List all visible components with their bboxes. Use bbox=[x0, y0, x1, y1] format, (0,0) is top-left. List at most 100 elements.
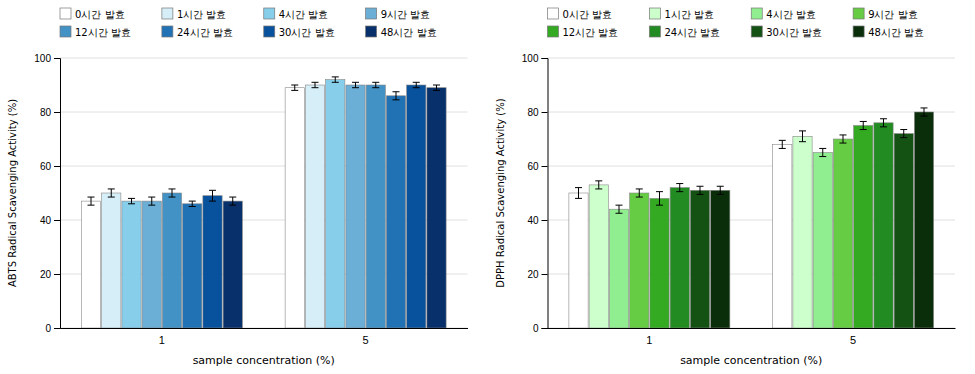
error-line bbox=[822, 148, 823, 156]
x-axis-title: sample concentration (%) bbox=[193, 354, 335, 367]
error-line bbox=[91, 197, 92, 205]
tick: 40 bbox=[40, 215, 60, 226]
error-bar bbox=[616, 205, 623, 213]
error-cap bbox=[636, 197, 643, 198]
error-line bbox=[699, 186, 700, 194]
error-bar bbox=[696, 186, 703, 194]
legend-label: 0시간 발효 bbox=[75, 9, 125, 20]
legend-label: 30시간 발효 bbox=[766, 27, 822, 38]
legend-item: 30시간 발효 bbox=[751, 26, 822, 38]
bar bbox=[670, 188, 689, 328]
legend-swatch bbox=[162, 26, 173, 37]
legend-swatch bbox=[366, 8, 377, 19]
error-bar bbox=[108, 189, 115, 197]
error-cap bbox=[312, 82, 319, 83]
bar bbox=[102, 193, 121, 328]
axis-line bbox=[542, 59, 549, 329]
error-bar bbox=[920, 108, 927, 116]
error-line bbox=[782, 140, 783, 148]
error-cap bbox=[656, 205, 663, 206]
legend-label: 4시간 발효 bbox=[766, 9, 816, 20]
tick-label: 60 bbox=[527, 161, 539, 172]
error-cap bbox=[900, 137, 907, 138]
panel: 02040608010015sample concentration (%)DP… bbox=[495, 8, 956, 367]
bar-series bbox=[589, 131, 812, 328]
bar bbox=[650, 198, 669, 328]
tick-mark bbox=[54, 274, 60, 275]
legend-item: 12시간 발효 bbox=[548, 26, 619, 38]
bar-series bbox=[81, 85, 304, 328]
error-cap bbox=[128, 203, 135, 204]
legend-item: 12시간 발효 bbox=[60, 26, 131, 38]
tick-mark bbox=[54, 112, 60, 113]
error-bar bbox=[575, 188, 582, 199]
marks bbox=[569, 108, 934, 328]
bar bbox=[183, 204, 202, 328]
error-cap bbox=[696, 186, 703, 187]
error-cap bbox=[229, 197, 236, 198]
error-bar bbox=[189, 201, 196, 206]
bar bbox=[793, 136, 812, 328]
error-cap bbox=[819, 148, 826, 149]
bar-series bbox=[183, 92, 406, 328]
error-cap bbox=[779, 148, 786, 149]
error-cap bbox=[189, 201, 196, 202]
legend-label: 0시간 발효 bbox=[563, 9, 613, 20]
legend-label: 24시간 발효 bbox=[664, 27, 720, 38]
tick-mark bbox=[54, 166, 60, 167]
legend-swatch bbox=[264, 26, 275, 37]
bar bbox=[326, 80, 345, 328]
bar bbox=[386, 96, 405, 328]
error-cap bbox=[799, 130, 806, 131]
error-cap bbox=[332, 82, 339, 83]
legend-swatch bbox=[366, 26, 377, 37]
error-cap bbox=[840, 134, 847, 135]
error-bar bbox=[840, 135, 847, 143]
legend-swatch bbox=[60, 26, 71, 37]
bar bbox=[81, 201, 100, 328]
plot-area: 02040608010015sample concentration (%)DP… bbox=[495, 53, 956, 367]
error-bar bbox=[148, 197, 155, 205]
legend-item: 24시간 발효 bbox=[649, 26, 720, 38]
error-cap bbox=[392, 99, 399, 100]
bar-series bbox=[630, 135, 853, 328]
error-bar bbox=[229, 197, 236, 205]
error-bar bbox=[168, 189, 175, 197]
tick-label: 20 bbox=[40, 269, 52, 280]
error-line bbox=[151, 197, 152, 205]
legend-item: 9시간 발효 bbox=[853, 8, 918, 20]
error-cap bbox=[128, 198, 135, 199]
legend: 0시간 발효1시간 발효4시간 발효9시간 발효12시간 발효24시간 발효30… bbox=[60, 8, 437, 38]
tick-mark bbox=[542, 112, 548, 113]
tick-label: 100 bbox=[522, 53, 539, 64]
legend-swatch bbox=[751, 26, 762, 37]
error-bar bbox=[880, 119, 887, 127]
tick: 0 bbox=[45, 323, 60, 334]
tick-label: 80 bbox=[527, 107, 539, 118]
tick-label: 0 bbox=[45, 323, 51, 334]
error-bar bbox=[128, 198, 135, 203]
error-line bbox=[375, 82, 376, 87]
marks bbox=[81, 77, 446, 328]
error-bar bbox=[372, 82, 379, 87]
legend-item: 24시간 발효 bbox=[162, 26, 233, 38]
error-line bbox=[294, 85, 295, 90]
error-cap bbox=[920, 116, 927, 117]
error-cap bbox=[148, 197, 155, 198]
error-cap bbox=[616, 205, 623, 206]
error-cap bbox=[840, 143, 847, 144]
legend-label: 1시간 발효 bbox=[664, 9, 714, 20]
error-cap bbox=[413, 82, 420, 83]
legend-swatch bbox=[751, 8, 762, 19]
error-cap bbox=[189, 206, 196, 207]
error-line bbox=[639, 189, 640, 197]
y-axis: 020406080100 bbox=[522, 53, 548, 334]
tick: 60 bbox=[40, 161, 60, 172]
tick-label: 60 bbox=[40, 161, 52, 172]
error-cap bbox=[291, 85, 298, 86]
error-bar bbox=[88, 197, 95, 205]
bar-series bbox=[223, 85, 446, 328]
tick-mark bbox=[54, 328, 60, 329]
error-bar bbox=[900, 130, 907, 138]
tick: 0 bbox=[533, 323, 548, 334]
